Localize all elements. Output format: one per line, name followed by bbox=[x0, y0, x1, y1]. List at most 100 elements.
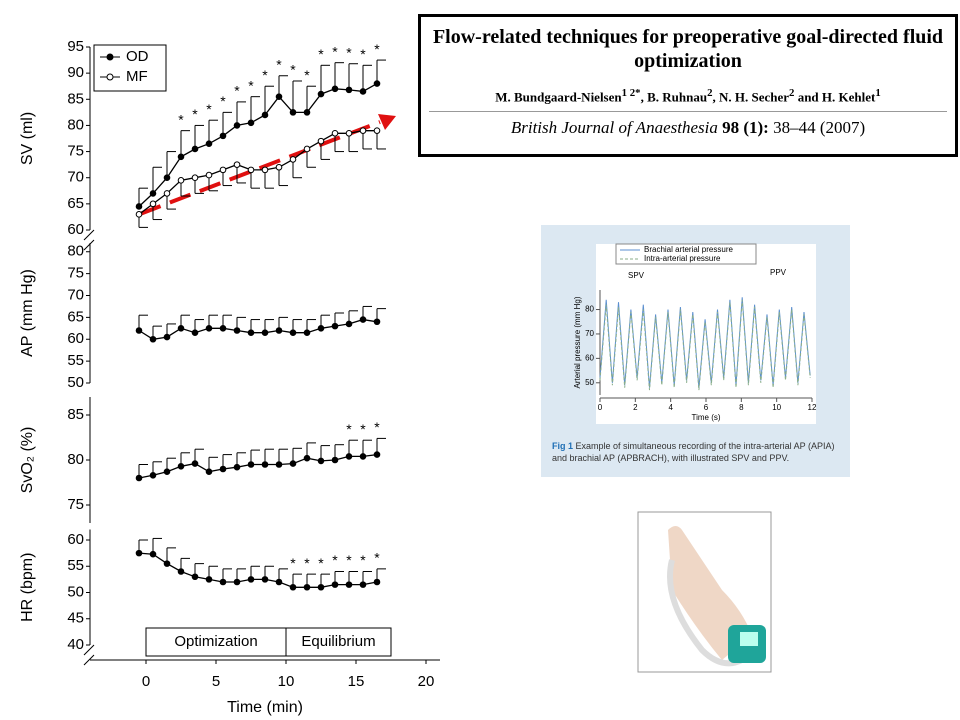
y-tick-label: 80 bbox=[585, 305, 594, 314]
point bbox=[149, 472, 157, 479]
point bbox=[247, 329, 255, 336]
error-bar bbox=[320, 64, 330, 95]
point bbox=[205, 171, 213, 179]
legend-box bbox=[93, 44, 167, 92]
significance-star: * bbox=[374, 419, 380, 435]
affiliation: 2 bbox=[789, 87, 795, 99]
error-bar bbox=[264, 85, 274, 115]
y-tick-label: 90 bbox=[67, 64, 84, 81]
error-bar bbox=[222, 111, 232, 136]
point bbox=[163, 560, 171, 567]
point bbox=[303, 454, 311, 462]
point bbox=[149, 335, 157, 343]
point bbox=[289, 583, 297, 591]
point bbox=[345, 320, 353, 328]
legend-label: OD bbox=[126, 48, 149, 65]
volume: 98 bbox=[722, 118, 740, 138]
legend-marker bbox=[106, 73, 114, 81]
legend-label: Brachial arterial pressure bbox=[644, 245, 733, 254]
point bbox=[331, 456, 339, 464]
error-bar bbox=[208, 119, 218, 144]
trend-arrow bbox=[139, 120, 381, 216]
caption: Example of simultaneous recording of the… bbox=[552, 441, 835, 463]
point bbox=[163, 333, 171, 341]
point bbox=[177, 177, 185, 184]
affiliation: 1 2* bbox=[621, 87, 641, 99]
point bbox=[275, 578, 283, 586]
y-tick-label: 85 bbox=[67, 406, 84, 423]
point bbox=[219, 465, 227, 473]
point bbox=[149, 190, 157, 197]
point bbox=[303, 583, 311, 591]
point bbox=[163, 174, 171, 182]
significance-star: * bbox=[346, 552, 352, 568]
significance-star: * bbox=[346, 44, 352, 60]
y-tick-label: 75 bbox=[67, 496, 84, 513]
y-tick-label: 65 bbox=[67, 195, 84, 212]
point bbox=[331, 129, 339, 137]
point bbox=[135, 549, 143, 557]
error-bar bbox=[306, 85, 316, 113]
point bbox=[191, 145, 199, 153]
point bbox=[261, 329, 269, 336]
point bbox=[233, 578, 241, 586]
error-bar bbox=[278, 75, 288, 97]
paper-title: Flow-related techniques for preoperative… bbox=[432, 26, 944, 72]
journal-line: British Journal of Anaesthesia 98 (1): 3… bbox=[421, 118, 955, 138]
point bbox=[163, 190, 171, 197]
point bbox=[247, 166, 255, 174]
point bbox=[149, 550, 157, 558]
y-tick-label: 60 bbox=[67, 330, 84, 347]
citation: Flow-related techniques for preoperative… bbox=[418, 14, 958, 157]
pages: 38–44 (2007) bbox=[773, 118, 866, 138]
point bbox=[205, 468, 213, 476]
point bbox=[303, 145, 311, 153]
y-tick-label: 80 bbox=[67, 451, 84, 468]
y-tick-label: 70 bbox=[585, 329, 594, 338]
point bbox=[345, 581, 353, 588]
significance-star: * bbox=[374, 550, 380, 566]
point bbox=[275, 327, 283, 334]
point bbox=[275, 163, 283, 171]
point bbox=[359, 127, 367, 134]
x-tick-label: 8 bbox=[739, 403, 744, 412]
author: H. Kehlet bbox=[821, 89, 876, 105]
point bbox=[345, 129, 353, 137]
point bbox=[359, 453, 367, 460]
caption-label: Fig 1 bbox=[552, 441, 574, 451]
legend-label: Intra-arterial pressure bbox=[644, 254, 721, 263]
point bbox=[359, 581, 367, 588]
y-tick-label: 50 bbox=[67, 374, 84, 391]
y-tick-label: 70 bbox=[67, 169, 84, 186]
x-axis-label: Time (min) bbox=[227, 699, 303, 716]
author: B. Ruhnau bbox=[647, 89, 708, 105]
point bbox=[233, 463, 241, 471]
point bbox=[317, 90, 325, 98]
x-tick-label: 10 bbox=[772, 403, 781, 412]
phase-label: Equilibrium bbox=[301, 633, 375, 650]
affiliation: 1 bbox=[875, 87, 881, 99]
point bbox=[289, 329, 297, 336]
significance-star: * bbox=[374, 41, 380, 57]
point bbox=[373, 451, 381, 458]
axis-break bbox=[83, 229, 95, 666]
significance-star: * bbox=[206, 101, 212, 117]
y-tick-label: 85 bbox=[67, 90, 84, 107]
issue: (1): bbox=[743, 118, 769, 138]
y-axis-label: SV (ml) bbox=[19, 112, 36, 165]
significance-star: * bbox=[192, 106, 198, 122]
legend-label: MF bbox=[126, 68, 148, 85]
point bbox=[345, 86, 353, 94]
significance-star: * bbox=[346, 421, 352, 437]
y-tick-label: 60 bbox=[67, 221, 84, 238]
significance-star: * bbox=[178, 111, 184, 127]
point bbox=[135, 203, 143, 210]
point bbox=[177, 153, 185, 161]
legend-box bbox=[615, 243, 757, 265]
x-tick-label: 15 bbox=[348, 673, 365, 690]
point bbox=[177, 568, 185, 575]
point bbox=[191, 174, 199, 182]
significance-star: * bbox=[304, 67, 310, 83]
author: N. H. Secher bbox=[718, 89, 790, 105]
